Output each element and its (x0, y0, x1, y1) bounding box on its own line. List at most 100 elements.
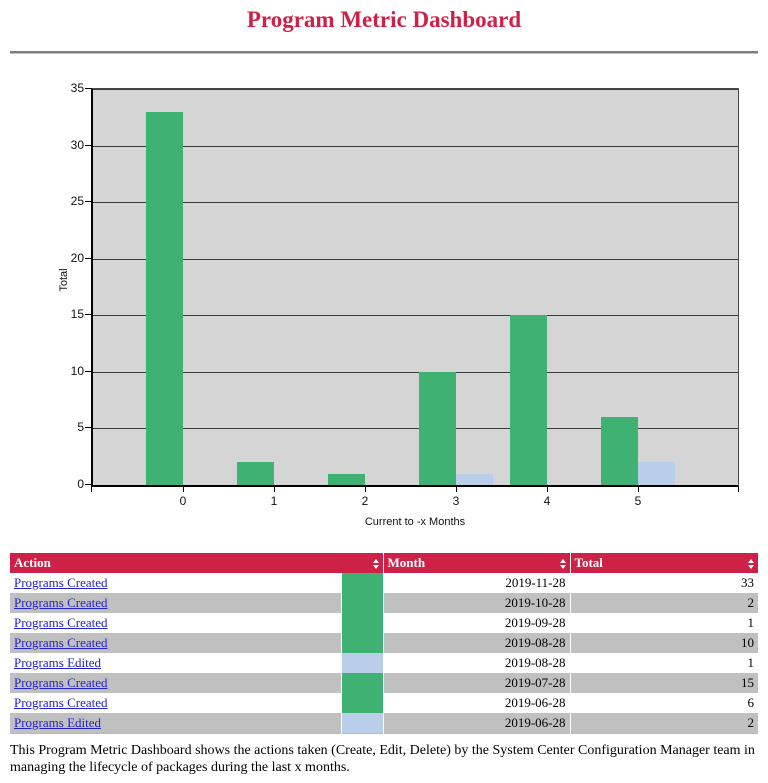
y-tick-label: 20 (70, 250, 84, 265)
total-cell: 1 (569, 653, 758, 673)
total-cell: 33 (569, 573, 758, 593)
action-cell: Programs Created (10, 633, 341, 653)
x-tick-label: 0 (179, 494, 187, 508)
y-tick-label: 5 (77, 420, 84, 435)
header-month[interactable]: Month (382, 553, 570, 573)
chart: Total Current to -x Months 0 5 10 15 20 25 30 3… (10, 78, 758, 540)
table-row: Programs Created 2019-10-28 2 (10, 593, 758, 613)
bar-programs-created (601, 417, 638, 485)
series-swatch (340, 693, 383, 713)
series-swatch (340, 593, 383, 613)
y-tick-mark (85, 201, 91, 203)
bar-programs-edited (456, 473, 493, 485)
page-title: Program Metric Dashboard (246, 7, 522, 32)
y-tick-mark (85, 370, 91, 372)
action-cell: Programs Edited (10, 653, 341, 673)
action-cell: Programs Created (10, 613, 341, 633)
total-cell: 6 (569, 693, 758, 713)
x-tick-label: 1 (270, 494, 278, 508)
month-cell: 2019-08-28 (382, 633, 570, 653)
x-axis-end-tick (738, 487, 739, 492)
total-cell: 10 (569, 633, 758, 653)
bar-programs-edited (638, 462, 675, 485)
table-row: Programs Created 2019-08-28 10 (10, 633, 758, 653)
table-row: Programs Edited 2019-08-28 1 (10, 653, 758, 673)
total-cell: 1 (569, 613, 758, 633)
y-tick-label: 10 (70, 363, 84, 378)
gridline (93, 202, 738, 204)
bar-programs-created (328, 473, 365, 485)
action-link[interactable]: Programs Edited (14, 714, 102, 730)
x-tick-mark (547, 487, 548, 492)
sort-icon[interactable] (748, 559, 754, 569)
y-tick-label: 15 (70, 307, 84, 322)
action-cell: Programs Created (10, 673, 341, 693)
y-tick-mark (85, 88, 91, 89)
y-tick-label: 0 (77, 477, 84, 491)
gridline (93, 145, 738, 147)
gridline (93, 315, 738, 317)
y-tick-mark (85, 427, 91, 429)
divider (10, 51, 758, 54)
action-cell: Programs Edited (10, 713, 341, 733)
x-tick-label: 5 (634, 494, 642, 508)
table-header-row: Action Month Total (10, 553, 758, 573)
x-tick-mark (274, 487, 275, 492)
header-month-label: Month (387, 555, 426, 570)
sort-icon[interactable] (559, 559, 566, 569)
x-axis-title: Current to -x Months (364, 516, 466, 528)
series-swatch (340, 633, 383, 653)
series-swatch (340, 713, 383, 733)
month-cell: 2019-08-28 (382, 653, 570, 673)
gridline (93, 371, 738, 373)
series-swatch (340, 673, 383, 693)
table-row: Programs Created 2019-11-28 33 (10, 573, 758, 593)
action-link[interactable]: Programs Created (14, 615, 108, 630)
month-cell: 2019-11-28 (382, 573, 570, 593)
header-action-label: Action (14, 555, 51, 570)
y-tick-mark (85, 257, 91, 259)
y-tick-mark (85, 484, 91, 485)
x-axis-end-tick (91, 487, 92, 492)
x-tick-mark (456, 487, 457, 492)
action-link[interactable]: Programs Created (14, 575, 108, 590)
y-tick-label: 25 (70, 194, 84, 209)
total-cell: 15 (569, 673, 758, 693)
gridline (93, 428, 738, 430)
bar-programs-created (419, 371, 456, 485)
action-link[interactable]: Programs Created (14, 635, 108, 650)
x-tick-mark (365, 487, 366, 492)
header-total[interactable]: Total (569, 553, 758, 573)
table-row: Programs Created 2019-06-28 6 (10, 693, 758, 713)
bar-programs-created (146, 111, 183, 485)
action-cell: Programs Created (10, 593, 341, 613)
action-link[interactable]: Programs Edited (14, 655, 102, 670)
x-tick-label: 2 (361, 494, 369, 508)
action-link[interactable]: Programs Created (14, 695, 108, 710)
series-swatch (340, 573, 383, 593)
action-link[interactable]: Programs Created (14, 595, 108, 610)
sort-icon[interactable] (372, 559, 379, 569)
month-cell: 2019-10-28 (382, 593, 570, 613)
bar-programs-created (237, 462, 274, 485)
x-tick-label: 3 (452, 494, 460, 508)
header-total-label: Total (574, 555, 603, 570)
table-row: Programs Created 2019-09-28 1 (10, 613, 758, 633)
month-cell: 2019-06-28 (382, 693, 570, 713)
month-cell: 2019-06-28 (382, 713, 570, 733)
y-tick-mark (85, 144, 91, 146)
total-cell: 2 (569, 593, 758, 613)
action-link[interactable]: Programs Created (14, 675, 108, 690)
footer-text: This Program Metric Dashboard shows the … (10, 742, 755, 775)
table-row: Programs Created 2019-07-28 15 (10, 673, 758, 693)
header-action[interactable]: Action (10, 553, 383, 573)
x-tick-label: 4 (543, 494, 551, 508)
bar-programs-created (510, 315, 547, 485)
y-tick-label: 30 (70, 137, 84, 152)
y-tick-label: 35 (70, 81, 84, 95)
total-cell: 2 (569, 713, 758, 733)
series-swatch (340, 653, 383, 673)
y-axis-title: Total (58, 268, 70, 292)
action-cell: Programs Created (10, 573, 341, 593)
